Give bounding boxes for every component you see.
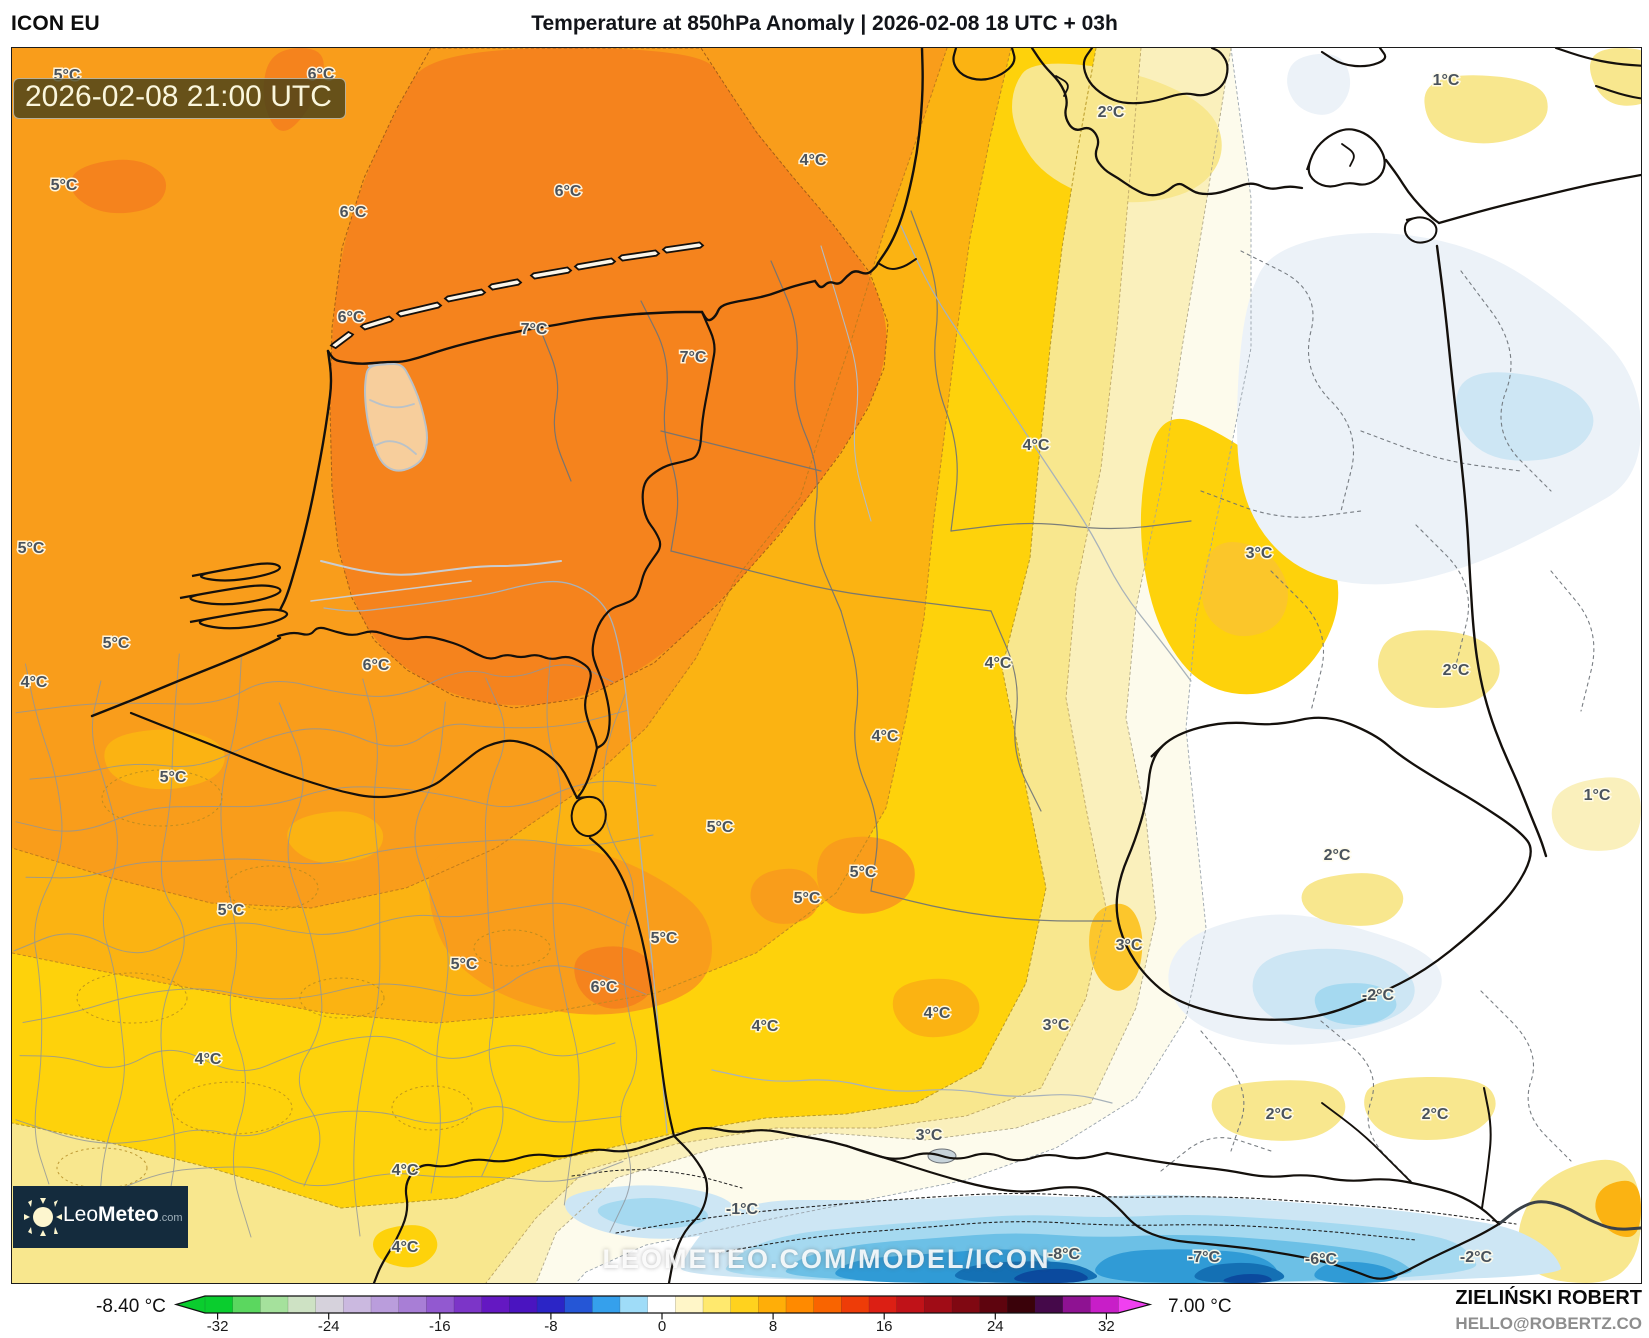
svg-text:2°C: 2°C	[1098, 104, 1125, 121]
svg-text:4°C: 4°C	[752, 1018, 779, 1035]
svg-text:-8°C: -8°C	[1048, 1246, 1081, 1263]
svg-text:5°C: 5°C	[651, 930, 678, 947]
svg-text:-8: -8	[544, 1318, 557, 1335]
svg-text:6°C: 6°C	[340, 204, 367, 221]
svg-text:6°C: 6°C	[338, 309, 365, 326]
svg-text:2°C: 2°C	[1266, 1106, 1293, 1123]
svg-text:7°C: 7°C	[680, 349, 707, 366]
svg-text:4°C: 4°C	[985, 655, 1012, 672]
svg-text:6°C: 6°C	[555, 183, 582, 200]
svg-text:4°C: 4°C	[872, 728, 899, 745]
svg-text:1°C: 1°C	[1433, 72, 1460, 89]
svg-text:8: 8	[769, 1318, 777, 1335]
svg-text:4°C: 4°C	[1023, 437, 1050, 454]
svg-text:-16: -16	[429, 1318, 451, 1335]
svg-text:5°C: 5°C	[707, 819, 734, 836]
svg-text:5°C: 5°C	[18, 540, 45, 557]
svg-text:2°C: 2°C	[1443, 662, 1470, 679]
svg-text:5°C: 5°C	[103, 635, 130, 652]
svg-text:6°C: 6°C	[591, 979, 618, 996]
svg-text:4°C: 4°C	[392, 1239, 419, 1256]
svg-text:-7°C: -7°C	[1188, 1249, 1221, 1266]
svg-text:2°C: 2°C	[1422, 1106, 1449, 1123]
svg-text:4°C: 4°C	[21, 674, 48, 691]
svg-text:4°C: 4°C	[195, 1051, 222, 1068]
svg-text:-6°C: -6°C	[1305, 1251, 1338, 1268]
svg-text:5°C: 5°C	[850, 864, 877, 881]
svg-text:5°C: 5°C	[218, 902, 245, 919]
svg-text:4°C: 4°C	[800, 152, 827, 169]
svg-text:2°C: 2°C	[1324, 847, 1351, 864]
svg-text:3°C: 3°C	[1246, 545, 1273, 562]
svg-text:5°C: 5°C	[451, 956, 478, 973]
svg-text:1°C: 1°C	[1584, 787, 1611, 804]
svg-text:-24: -24	[318, 1318, 340, 1335]
svg-text:24: 24	[987, 1318, 1004, 1335]
svg-text:5°C: 5°C	[794, 890, 821, 907]
svg-text:-2°C: -2°C	[1362, 987, 1395, 1004]
svg-text:7°C: 7°C	[521, 321, 548, 338]
svg-text:4°C: 4°C	[392, 1162, 419, 1179]
svg-text:-2°C: -2°C	[1460, 1249, 1493, 1266]
svg-text:16: 16	[876, 1318, 893, 1335]
svg-text:32: 32	[1098, 1318, 1115, 1335]
svg-text:-1°C: -1°C	[726, 1201, 759, 1218]
svg-text:0: 0	[658, 1318, 666, 1335]
svg-text:5°C: 5°C	[51, 177, 78, 194]
svg-text:3°C: 3°C	[1043, 1017, 1070, 1034]
svg-text:3°C: 3°C	[1116, 937, 1143, 954]
svg-text:5°C: 5°C	[160, 769, 187, 786]
svg-text:-32: -32	[207, 1318, 229, 1335]
svg-text:6°C: 6°C	[363, 657, 390, 674]
svg-text:4°C: 4°C	[924, 1005, 951, 1022]
svg-text:3°C: 3°C	[916, 1127, 943, 1144]
